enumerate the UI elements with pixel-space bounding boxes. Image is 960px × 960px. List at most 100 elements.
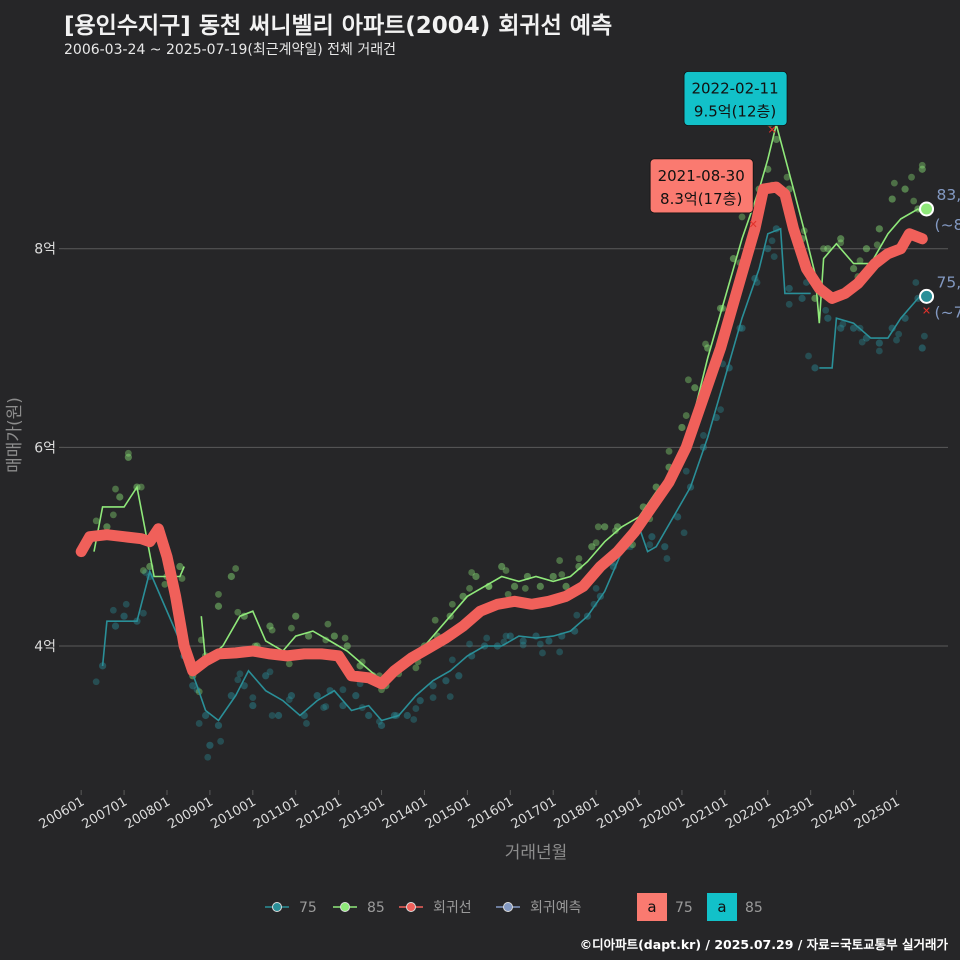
annotation-price: 9.5억(12층) (694, 103, 776, 121)
point-75 (429, 682, 437, 690)
point-75 (139, 609, 147, 617)
point-75 (320, 704, 328, 711)
point-75 (556, 648, 564, 656)
point-85 (856, 257, 864, 265)
point-75 (849, 324, 858, 332)
point-75 (268, 712, 276, 719)
point-85 (918, 161, 926, 169)
point-85 (562, 582, 570, 590)
point-75 (339, 686, 347, 694)
point-85 (109, 511, 117, 519)
point-75 (202, 711, 210, 720)
x-tick-label: 201901 (595, 794, 645, 832)
point-85 (341, 634, 349, 642)
point-75 (365, 711, 373, 720)
point-75 (206, 741, 214, 749)
x-tick-label: 202501 (852, 794, 902, 832)
y-axis-title: 매매가(원) (5, 397, 25, 473)
point-85 (678, 423, 686, 432)
point-75 (214, 721, 223, 730)
legend-box-letter: a (647, 898, 656, 916)
point-75 (824, 314, 832, 322)
point-75 (837, 324, 845, 332)
point-75 (217, 737, 225, 745)
point-85 (665, 447, 673, 455)
point-85 (324, 620, 332, 628)
legend-label: 75 (299, 900, 317, 916)
point-75 (912, 279, 920, 286)
point-85 (601, 523, 609, 531)
endpoint-marker-85 (919, 201, 935, 217)
legend-label-box (707, 893, 737, 921)
point-75 (545, 637, 553, 645)
legend-marker (272, 902, 282, 912)
x-tick-label: 200601 (37, 794, 87, 832)
page-title: [용인수지구] 동천 써니벨리 아파트(2004) 회귀선 예측 (64, 13, 613, 39)
point-85 (431, 616, 439, 624)
point-85 (558, 571, 566, 578)
annotation-date: 2021-08-30 (658, 167, 745, 185)
line-75 (101, 227, 811, 722)
point-75 (768, 237, 776, 245)
point-85 (466, 584, 473, 592)
legend-marker (340, 902, 350, 912)
point-75 (785, 284, 793, 293)
point-85 (575, 555, 583, 562)
point-85 (702, 340, 709, 348)
regression-line (75, 181, 928, 690)
point-85 (124, 453, 132, 461)
x-tick-label: 201501 (423, 794, 473, 832)
point-85 (612, 527, 619, 535)
point-85 (738, 213, 746, 221)
point-85 (161, 581, 169, 588)
point-75 (429, 694, 437, 702)
point-75 (764, 245, 772, 253)
line-75 (819, 292, 923, 369)
point-85 (837, 235, 845, 243)
point-75 (483, 634, 491, 642)
point-75 (120, 612, 128, 620)
annotation-box (683, 71, 788, 126)
x-tick-label: 201401 (380, 794, 430, 832)
point-75 (663, 555, 671, 562)
x-tick-label: 201801 (552, 794, 602, 832)
point-75 (502, 632, 510, 640)
point-75 (646, 541, 654, 549)
grid-lines (64, 248, 948, 647)
point-75 (455, 672, 463, 680)
point-75 (249, 694, 257, 702)
point-85 (873, 241, 881, 249)
x-tick-label: 200901 (165, 794, 215, 832)
point-85 (498, 562, 506, 571)
legend-label: 회귀예측 (530, 900, 582, 916)
point-75 (717, 406, 724, 414)
x-tick-label: 201001 (208, 794, 258, 832)
point-85 (918, 165, 926, 173)
point-75 (142, 569, 149, 576)
point-75 (403, 711, 411, 720)
line-85 (93, 485, 185, 578)
point-75 (234, 676, 242, 684)
point-85 (588, 543, 596, 551)
point-75 (822, 306, 830, 314)
point-85 (504, 590, 512, 598)
point-75 (262, 672, 270, 680)
point-75 (674, 513, 682, 521)
point-85 (103, 523, 111, 531)
point-85 (594, 523, 602, 531)
point-85 (684, 376, 692, 384)
point-85 (139, 567, 147, 574)
legend-box-label: 75 (675, 900, 693, 916)
point-75 (236, 670, 244, 678)
point-75 (699, 432, 707, 439)
regression-line (75, 181, 928, 690)
point-75 (322, 703, 330, 710)
x-tick-label: 202401 (809, 794, 859, 832)
y-tick-label: 6억 (34, 440, 56, 456)
x-tick-label: 202101 (680, 794, 730, 832)
x-tick-label: 201701 (509, 794, 559, 832)
point-75 (875, 347, 883, 355)
point-85 (214, 602, 223, 610)
point-85 (772, 135, 780, 144)
